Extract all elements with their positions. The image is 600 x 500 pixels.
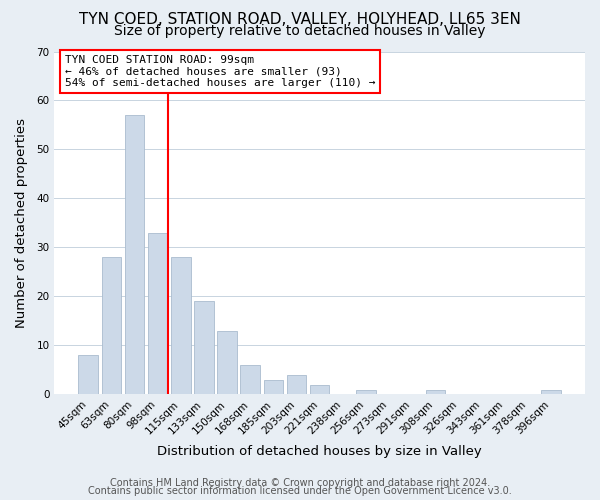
Bar bbox=[79, 356, 98, 395]
Text: Contains public sector information licensed under the Open Government Licence v3: Contains public sector information licen… bbox=[88, 486, 512, 496]
Bar bbox=[287, 375, 307, 394]
X-axis label: Distribution of detached houses by size in Valley: Distribution of detached houses by size … bbox=[157, 444, 482, 458]
Bar bbox=[194, 302, 214, 394]
Bar bbox=[263, 380, 283, 394]
Bar bbox=[241, 365, 260, 394]
Bar bbox=[148, 233, 167, 394]
Bar bbox=[171, 258, 191, 394]
Text: TYN COED, STATION ROAD, VALLEY, HOLYHEAD, LL65 3EN: TYN COED, STATION ROAD, VALLEY, HOLYHEAD… bbox=[79, 12, 521, 28]
Bar bbox=[541, 390, 561, 394]
Bar bbox=[125, 115, 145, 394]
Text: Contains HM Land Registry data © Crown copyright and database right 2024.: Contains HM Land Registry data © Crown c… bbox=[110, 478, 490, 488]
Bar bbox=[310, 384, 329, 394]
Bar bbox=[425, 390, 445, 394]
Text: Size of property relative to detached houses in Valley: Size of property relative to detached ho… bbox=[114, 24, 486, 38]
Bar bbox=[101, 258, 121, 394]
Bar bbox=[217, 331, 237, 394]
Bar bbox=[356, 390, 376, 394]
Text: TYN COED STATION ROAD: 99sqm
← 46% of detached houses are smaller (93)
54% of se: TYN COED STATION ROAD: 99sqm ← 46% of de… bbox=[65, 55, 376, 88]
Y-axis label: Number of detached properties: Number of detached properties bbox=[15, 118, 28, 328]
